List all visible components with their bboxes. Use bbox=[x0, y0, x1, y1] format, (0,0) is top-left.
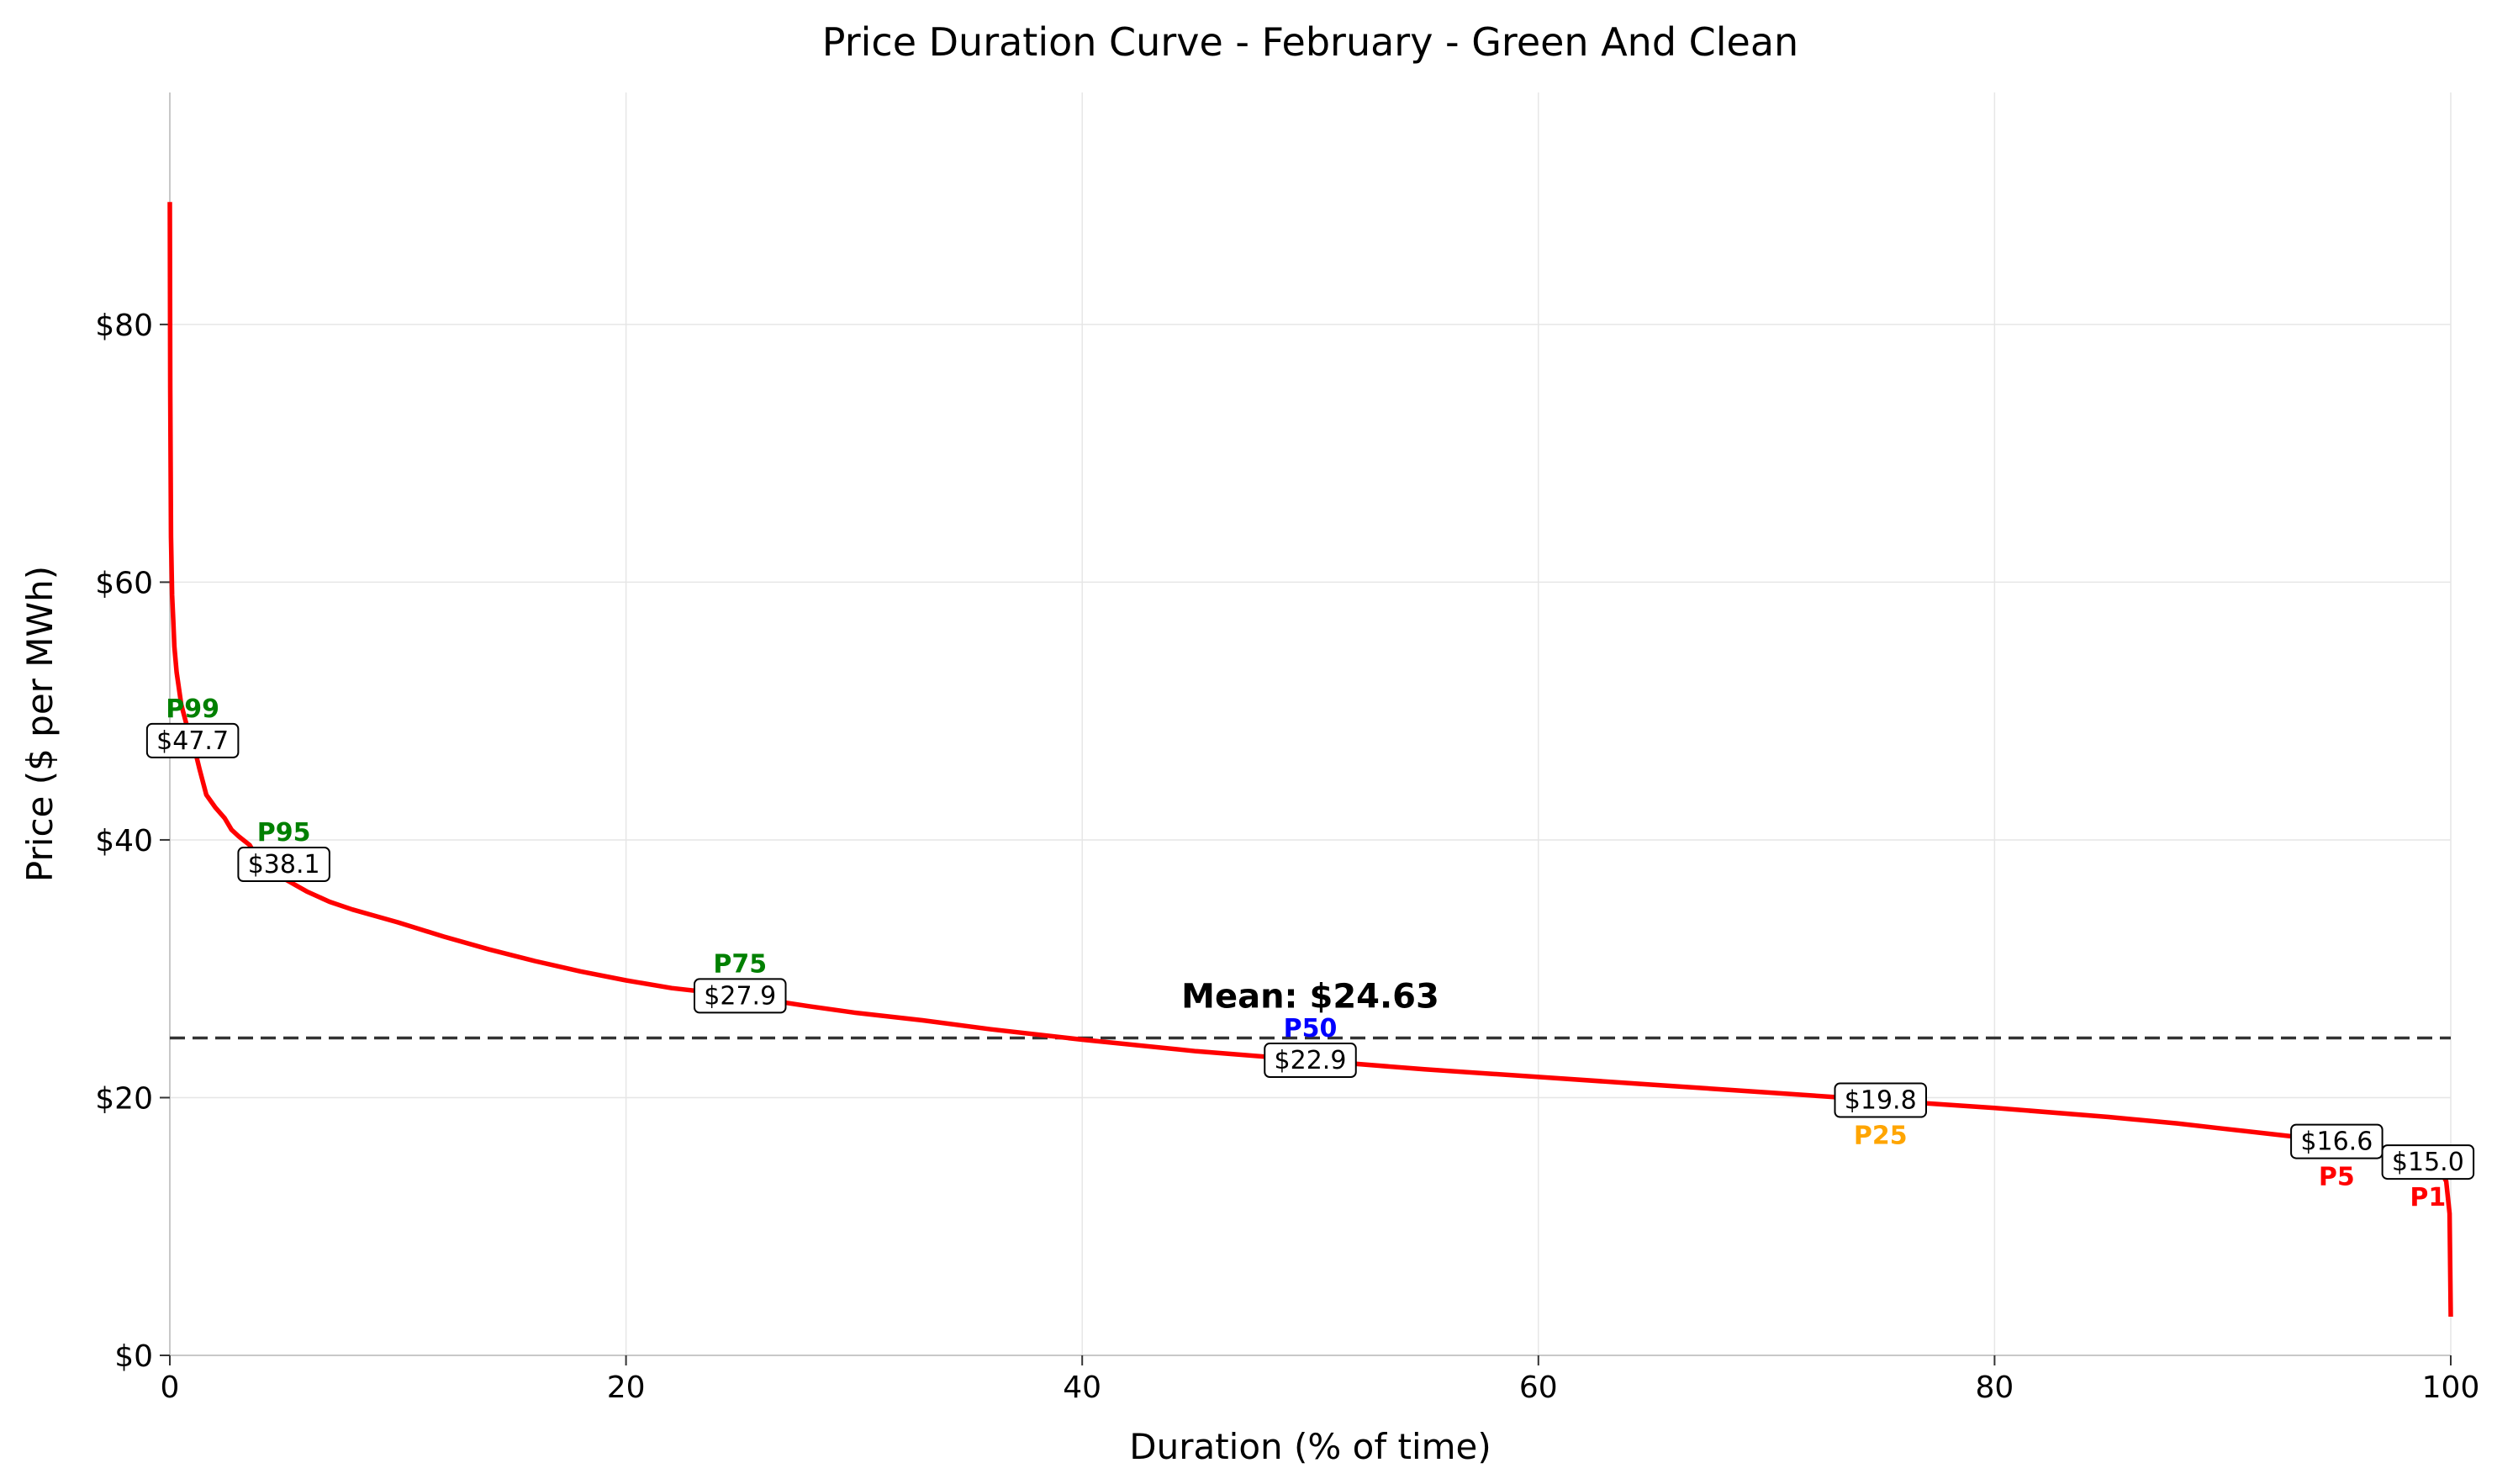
percentile-p50: $22.9 P50 bbox=[1264, 1014, 1357, 1079]
axes: 0 20 40 60 80 100 $0 $20 $40 $60 $80 bbox=[95, 92, 2479, 1405]
x-tick-label-0: 0 bbox=[161, 1370, 180, 1405]
percentile-name-label-p95: P95 bbox=[257, 818, 311, 848]
price-duration-line-0 bbox=[167, 202, 2453, 1318]
percentile-value-box-p99 bbox=[145, 722, 240, 758]
percentile-value-box-p25 bbox=[1834, 1082, 1927, 1118]
mean-label: Mean: $24.63 bbox=[1181, 978, 1439, 1017]
y-axis-title: Price ($ per MWh) bbox=[19, 566, 61, 882]
percentile-value-label-p5: $16.6 bbox=[2300, 1128, 2373, 1157]
percentile-p25: $19.8 P25 bbox=[1834, 1082, 1927, 1151]
grid bbox=[170, 92, 2452, 1355]
percentile-p1: $15.0 P1 bbox=[2381, 1144, 2475, 1212]
y-tick-label-1: $20 bbox=[95, 1081, 153, 1116]
percentile-name-label-p5: P5 bbox=[2319, 1163, 2355, 1192]
series-group bbox=[167, 202, 2453, 1318]
percentile-value-box-p75 bbox=[694, 978, 787, 1014]
x-tick-label-4: 80 bbox=[1975, 1370, 2014, 1405]
chart-title: Price Duration Curve - February - Green … bbox=[822, 19, 1798, 65]
percentile-value-box-p95 bbox=[237, 847, 330, 883]
percentile-value-box-p5 bbox=[2290, 1123, 2384, 1159]
percentile-value-box-p1 bbox=[2381, 1144, 2475, 1180]
x-axis-title: Duration (% of time) bbox=[1129, 1426, 1491, 1467]
percentile-p5: $16.6 P5 bbox=[2290, 1123, 2384, 1192]
percentile-value-box-p50 bbox=[1264, 1043, 1357, 1079]
percentile-name-label-p75: P75 bbox=[713, 949, 767, 979]
x-tick-label-1: 20 bbox=[607, 1370, 646, 1405]
percentile-value-label-p1: $15.0 bbox=[2392, 1148, 2464, 1177]
y-tick-label-2: $40 bbox=[95, 824, 153, 858]
y-tick-label-4: $80 bbox=[95, 309, 153, 343]
percentile-name-label-p25: P25 bbox=[1854, 1122, 1908, 1151]
x-tick-label-3: 60 bbox=[1519, 1370, 1558, 1405]
percentile-value-label-p50: $22.9 bbox=[1275, 1046, 1347, 1075]
percentile-value-label-p25: $19.8 bbox=[1845, 1086, 1917, 1116]
percentile-name-label-p99: P99 bbox=[166, 694, 219, 724]
y-tick-label-0: $0 bbox=[114, 1339, 153, 1374]
percentile-value-label-p95: $38.1 bbox=[248, 850, 320, 879]
percentile-name-label-p1: P1 bbox=[2410, 1183, 2446, 1212]
mean-line-group: Mean: $24.63 bbox=[170, 978, 2451, 1040]
x-tick-label-2: 40 bbox=[1063, 1370, 1101, 1405]
percentile-name-label-p50: P50 bbox=[1284, 1014, 1338, 1043]
x-tick-label-5: 100 bbox=[2422, 1370, 2480, 1405]
percentile-value-label-p75: $27.9 bbox=[704, 981, 776, 1011]
y-tick-label-3: $60 bbox=[95, 566, 153, 600]
percentile-value-label-p99: $47.7 bbox=[156, 726, 229, 756]
